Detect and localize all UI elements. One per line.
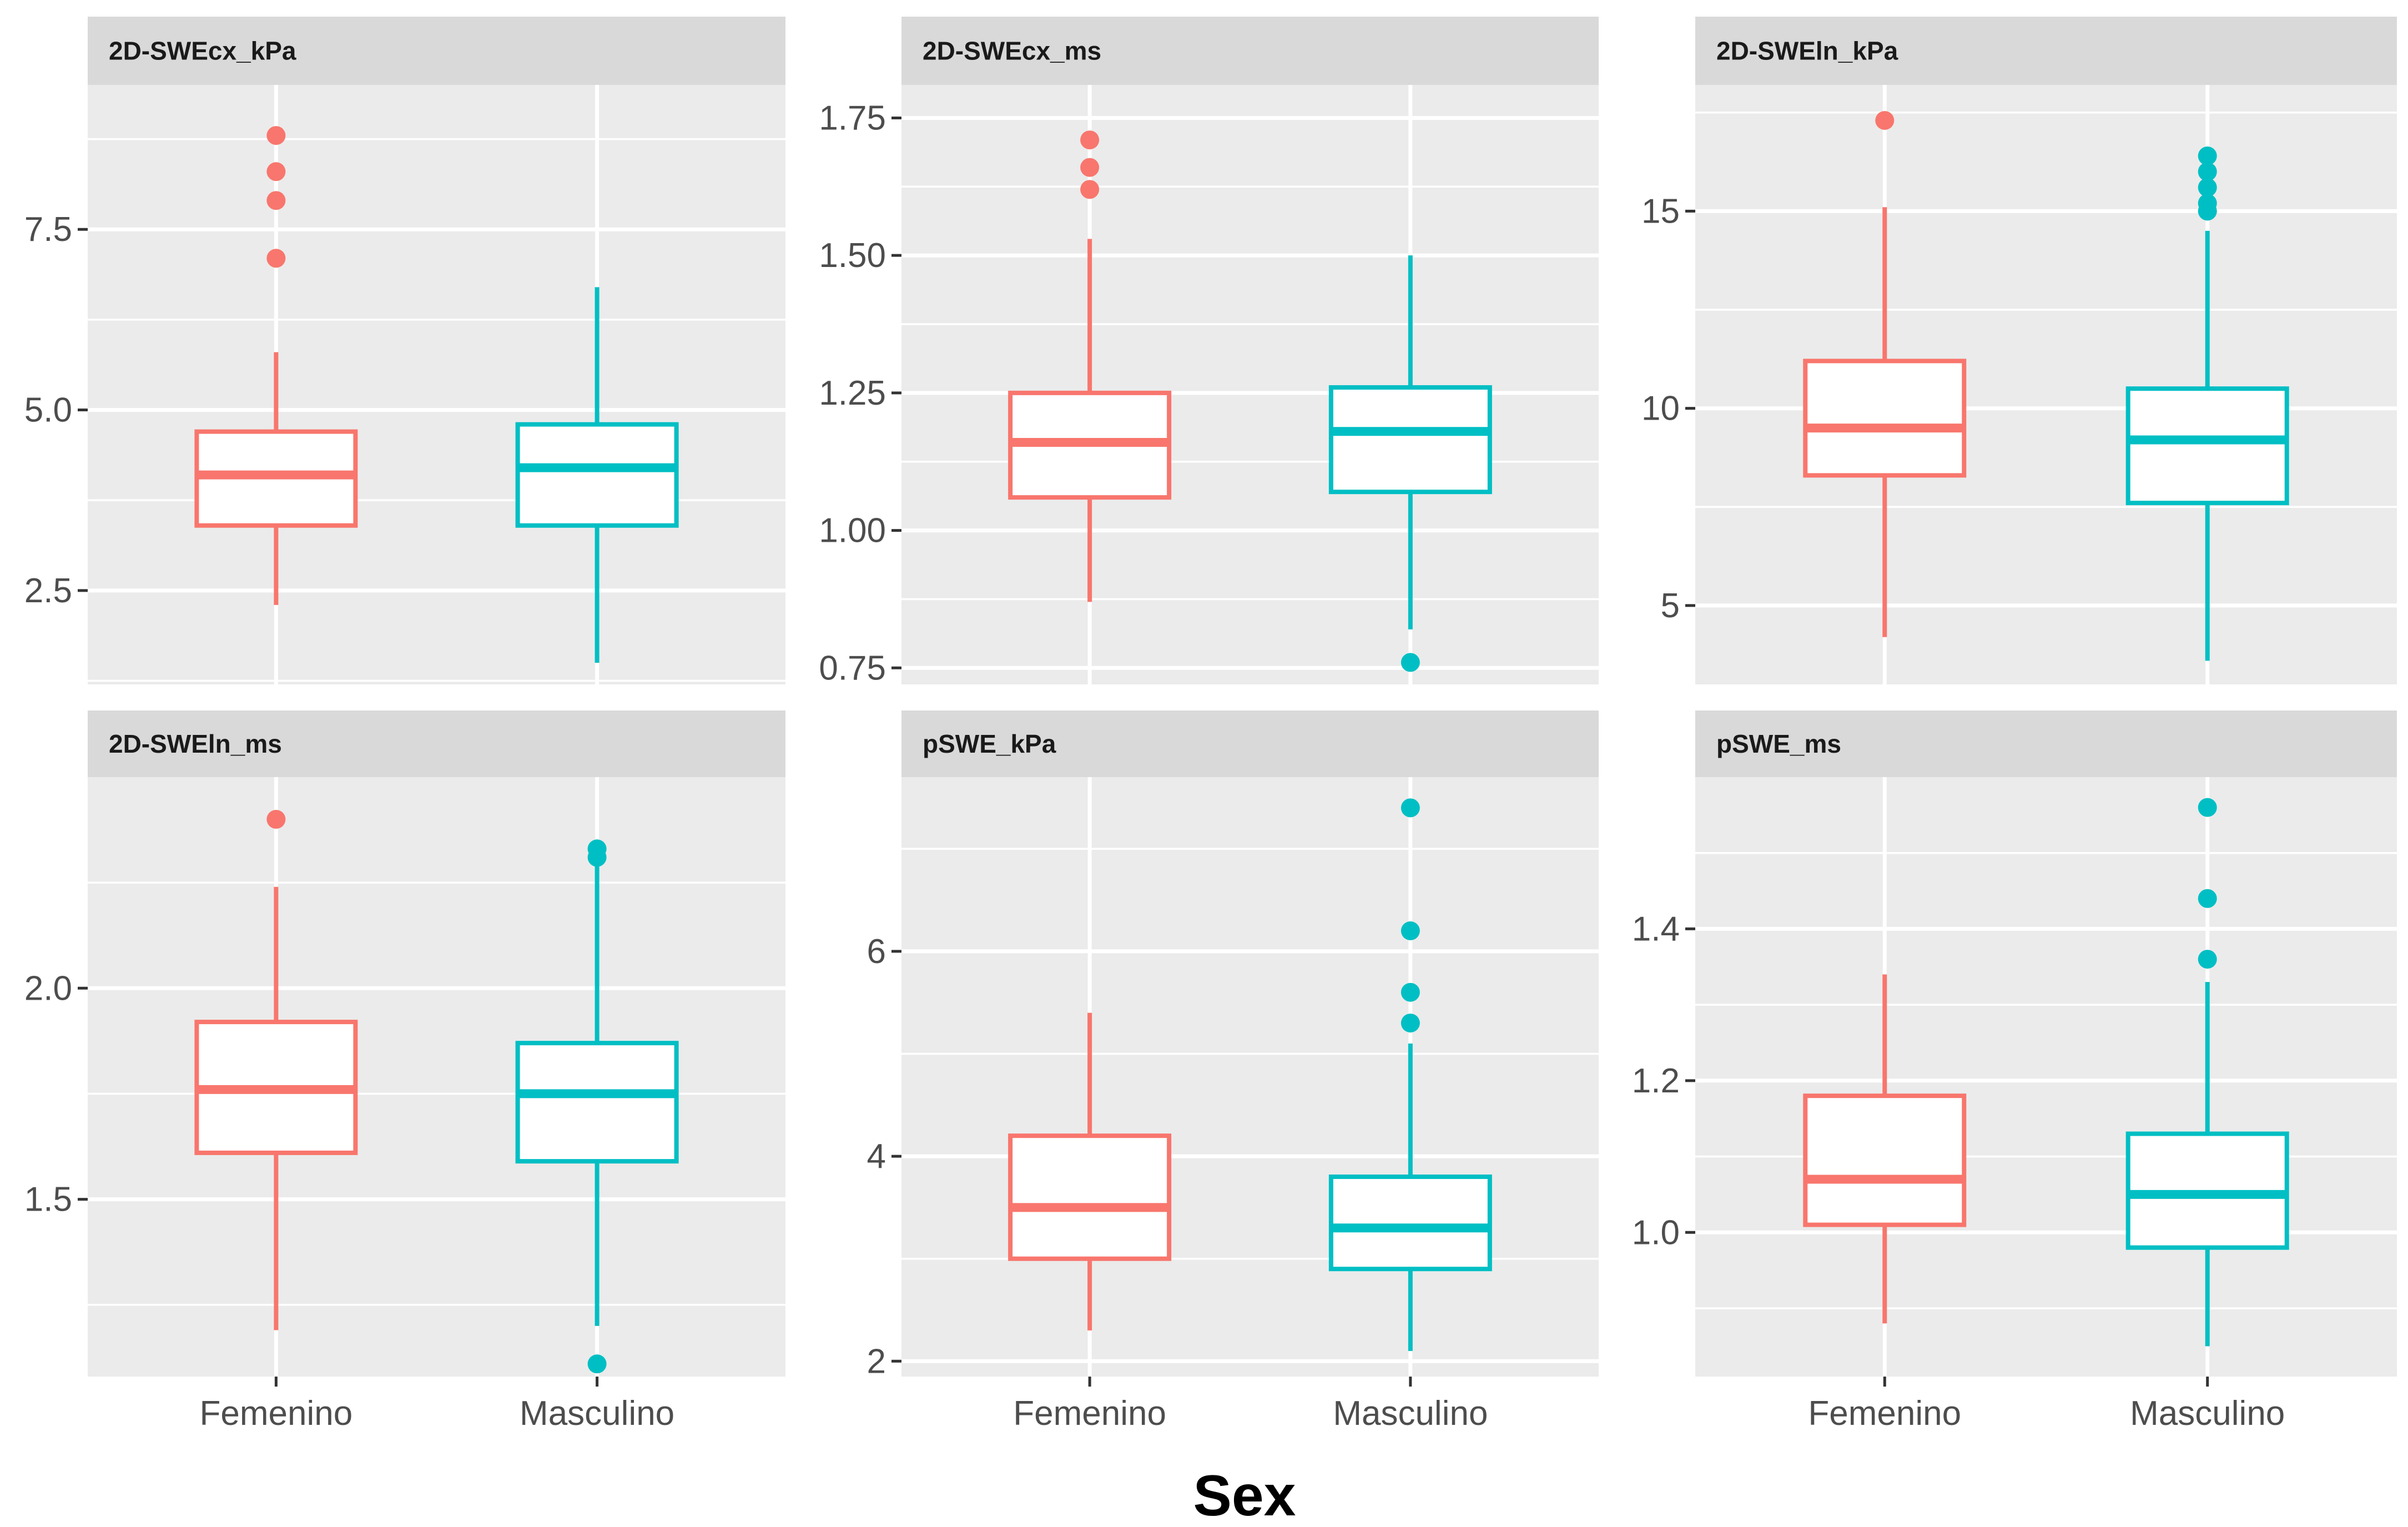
facet-panel-pSWE_kPa: 2 4 6 pSWE_kPa Femenino Masculino [867,710,1599,1433]
y-tick-label: 10 [1641,390,1680,428]
y-tick-label: 2 [867,1342,886,1380]
x-tick-label: Masculino [520,1394,674,1433]
iqr-box [1328,1175,1492,1272]
box-Femenino [1008,130,1172,602]
y-tick-label: 1.0 [1632,1213,1680,1252]
outlier-point [266,810,286,829]
facet-strip [1695,17,2397,85]
outlier-point [587,839,607,859]
outlier-point [266,126,286,145]
x-axis-title: Sex [1193,1464,1296,1527]
facet-strip-title: pSWE_kPa [923,729,1056,758]
y-tick-label: 1.5 [24,1181,72,1219]
facet-strip [88,17,785,85]
outlier-point [2198,146,2217,165]
y-tick-label: 1.2 [1632,1062,1680,1100]
y-tick-label: 1.4 [1632,910,1680,948]
box-Femenino [1803,110,1967,637]
y-tick-label: 2.5 [24,572,72,610]
x-tick-label: Femenino [1808,1394,1961,1433]
y-tick-label: 2.0 [24,969,72,1007]
box-Masculino [515,839,679,1374]
y-tick-label: 0.75 [819,649,886,687]
facet-strip [901,710,1599,777]
panel-background [901,777,1599,1377]
y-tick-label: 4 [867,1137,886,1176]
facet-strip-title: pSWE_ms [1716,729,1841,758]
iqr-box [1008,1133,1172,1261]
facet-panel-2D-SWEln_kPa: 5 10 15 2D-SWEln_kPa [1641,17,2397,684]
x-tick-label: Masculino [1333,1394,1488,1433]
facet-strip [901,17,1599,85]
outlier-point [1080,158,1100,177]
outlier-point [587,1354,607,1374]
x-tick-label: Femenino [200,1394,353,1433]
y-tick-label: 5 [1661,587,1680,625]
panel-background [88,85,785,684]
y-tick-label: 1.75 [819,99,886,137]
outlier-point [2198,178,2217,197]
y-tick-label: 6 [867,933,886,971]
outlier-point [1875,110,1895,130]
box-Masculino [1328,255,1492,672]
outlier-point [2198,798,2217,817]
outlier-point [2198,162,2217,182]
y-tick-label: 1.25 [819,374,886,412]
outlier-point [1401,921,1420,940]
facet-strip [88,710,785,777]
facet-panel-2D-SWEln_ms: 1.5 2.0 2D-SWEln_ms Femenino Masculino [24,710,785,1433]
outlier-point [266,191,286,210]
outlier-point [1401,1014,1420,1033]
iqr-box [1328,385,1492,495]
facet-panel-pSWE_ms: 1.0 1.2 1.4 pSWE_ms Femenino Masculino [1632,710,2397,1433]
outlier-point [1401,982,1420,1002]
outlier-point [2198,889,2217,908]
box-Masculino [2125,798,2289,1347]
facet-strip-title: 2D-SWEcx_ms [923,37,1101,65]
facet-panel-2D-SWEcx_kPa: 2.5 5.0 7.5 2D-SWEcx_kPa [24,17,785,684]
panel-background [901,85,1599,684]
outlier-point [1080,130,1100,150]
iqr-box [1803,1093,1967,1227]
iqr-box [2125,386,2289,506]
facet-panel-2D-SWEcx_ms: 0.75 1.00 1.25 1.50 1.75 2D-SWEcx_ms [819,17,1599,687]
y-tick-label: 1.50 [819,236,886,275]
outlier-point [1080,180,1100,199]
box-Femenino [194,810,358,1331]
facet-strip-title: 2D-SWEcx_kPa [109,37,296,65]
box-Masculino [1328,798,1492,1351]
x-tick-label: Masculino [2130,1394,2285,1433]
box-Femenino [1803,974,1967,1324]
outlier-point [2198,194,2217,213]
iqr-box [515,422,679,528]
box-Masculino [515,287,679,663]
outlier-point [266,249,286,268]
facet-strip [1695,710,2397,777]
y-tick-label: 1.00 [819,512,886,550]
x-tick-label: Femenino [1013,1394,1166,1433]
facet-strip-title: 2D-SWEln_ms [109,729,282,758]
iqr-box [1803,359,1967,478]
outlier-point [1401,798,1420,818]
box-Femenino [194,126,358,605]
panel-background [1695,777,2397,1377]
outlier-point [2198,950,2217,969]
panel-background [88,777,785,1377]
iqr-box [515,1041,679,1164]
panel-background [1695,85,2397,684]
y-tick-label: 5.0 [24,391,72,430]
facet-strip-title: 2D-SWEln_kPa [1716,37,1898,65]
y-tick-label: 15 [1641,192,1680,230]
box-Femenino [1008,1012,1172,1331]
box-Masculino [2125,146,2289,661]
facet-panels: 2.55.07.52D-SWEcx_kPa0.751.001.251.501.7… [24,17,2397,1433]
outlier-point [1401,653,1420,672]
outlier-point [266,162,286,182]
y-tick-label: 7.5 [24,210,72,249]
